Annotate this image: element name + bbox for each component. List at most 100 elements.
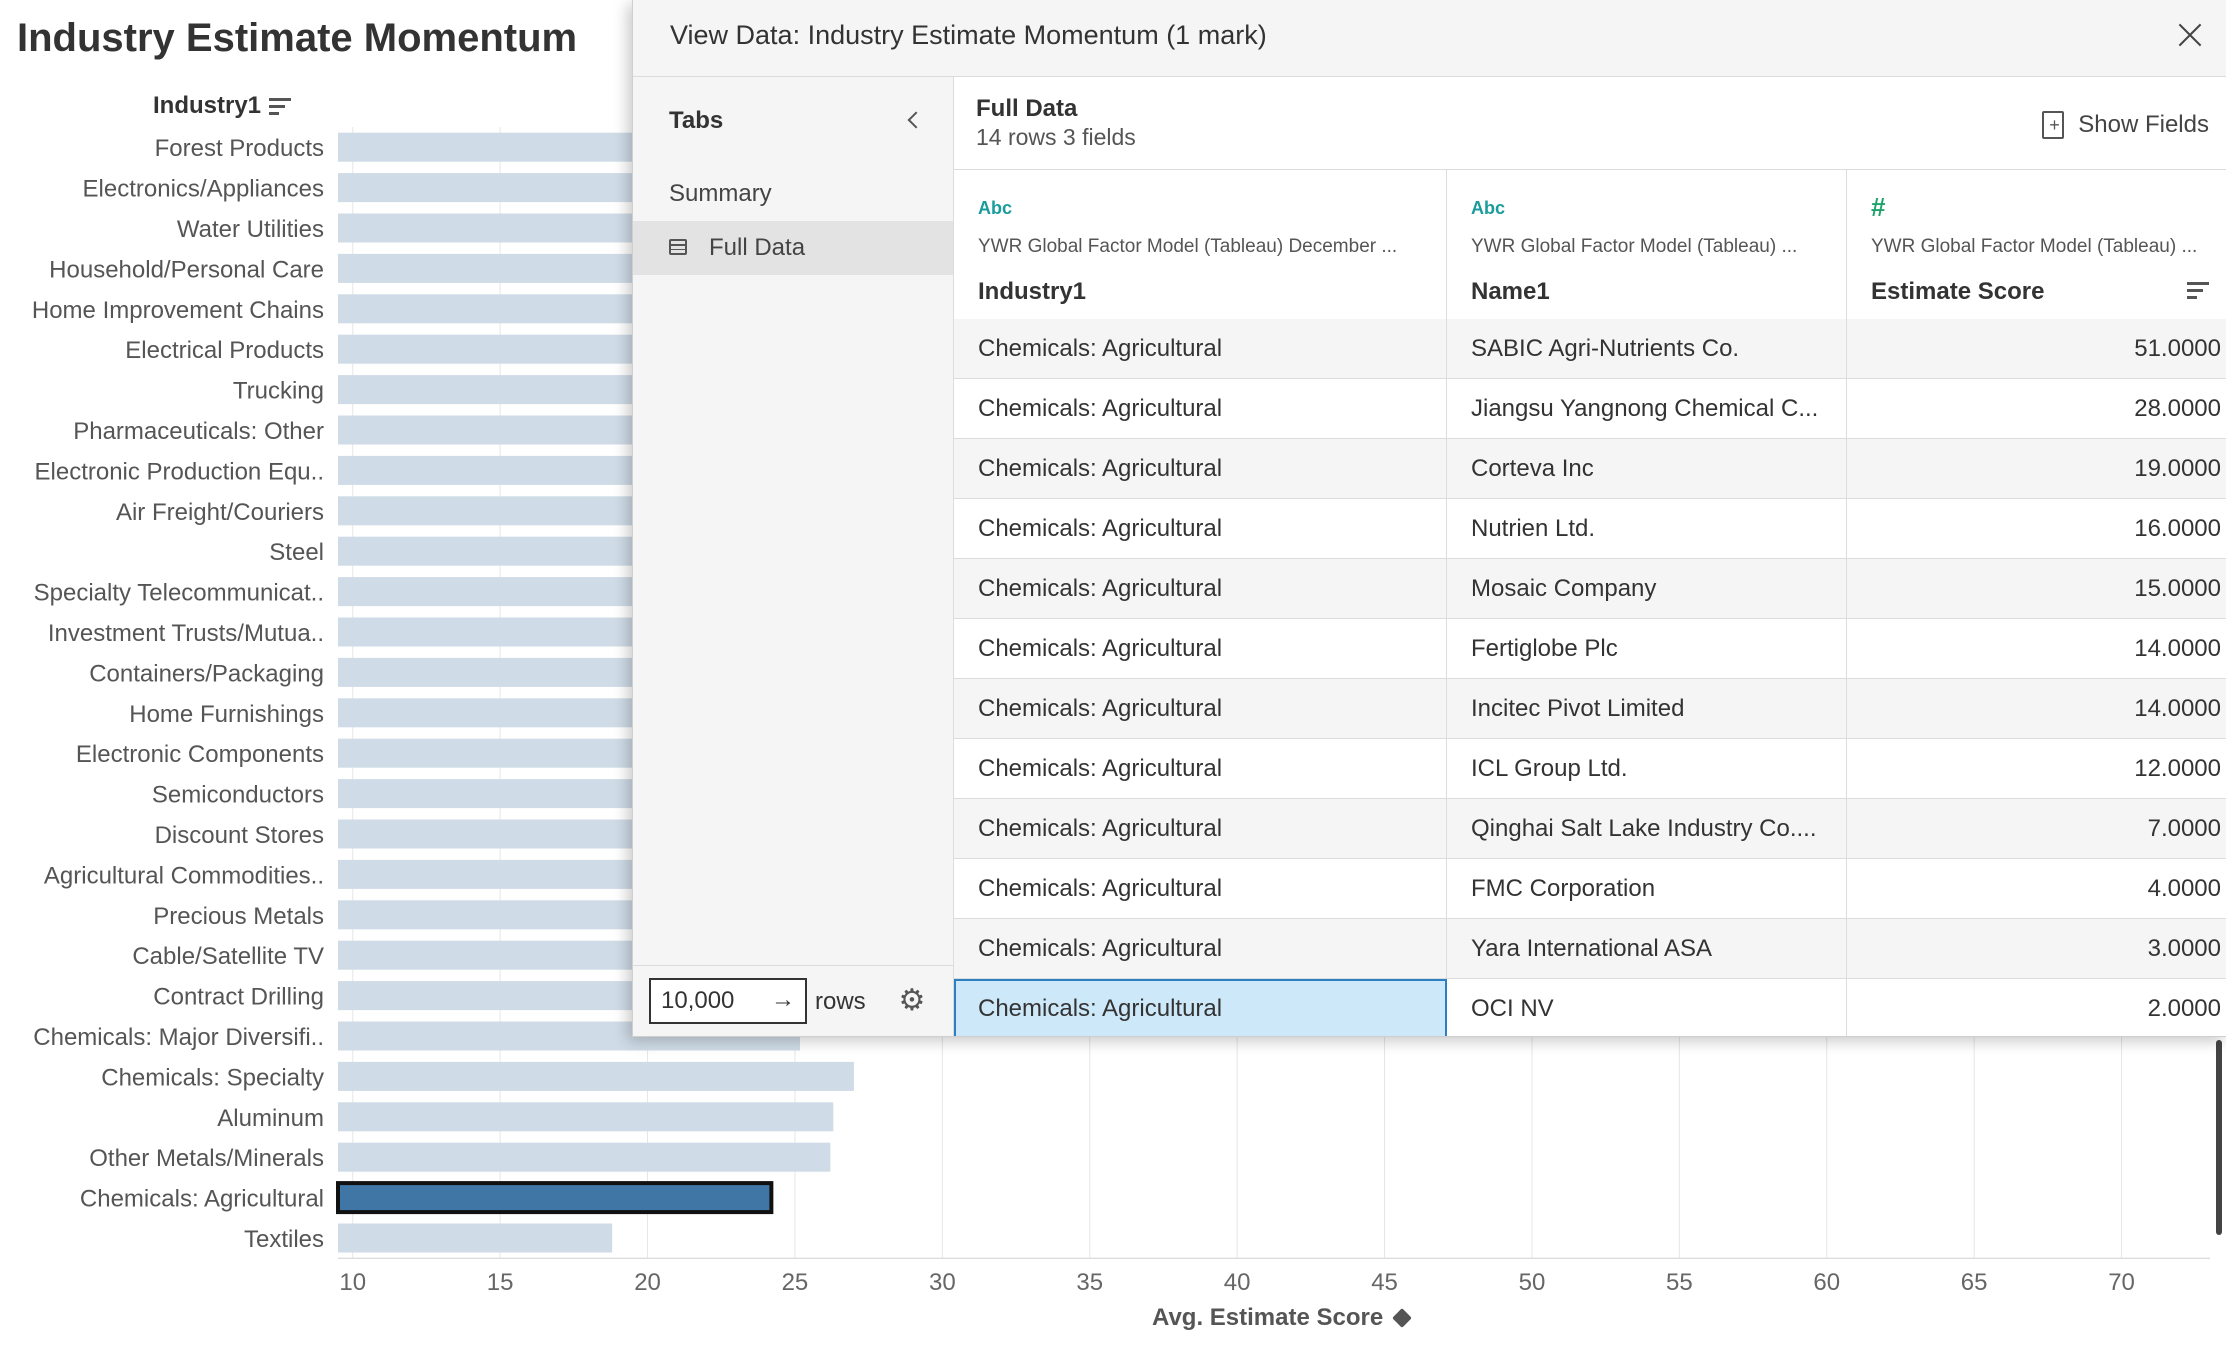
category-label[interactable]: Chemicals: Specialty [101, 1064, 324, 1091]
category-label[interactable]: Other Metals/Minerals [89, 1145, 324, 1172]
cell-estimate-score[interactable]: 15.0000 [2134, 575, 2221, 602]
bar[interactable] [338, 1142, 831, 1172]
table-row[interactable]: Chemicals: Agricultural Qinghai Salt Lake… [954, 799, 2226, 859]
gear-icon[interactable]: ⚙ [898, 984, 926, 1017]
category-label[interactable]: Pharmaceuticals: Other [73, 418, 324, 445]
cell-name[interactable]: FMC Corporation [1447, 859, 1847, 918]
category-label[interactable]: Semiconductors [152, 782, 324, 809]
category-label[interactable]: Home Furnishings [129, 701, 324, 728]
sort-icon[interactable] [269, 96, 292, 116]
cell-name[interactable]: Fertiglobe Plc [1447, 619, 1847, 678]
chart-scrollbar[interactable] [2216, 1040, 2222, 1235]
cell-name[interactable]: OCI NV [1447, 979, 1847, 1036]
table-row[interactable]: Chemicals: Agricultural OCI NV 2.0000 [954, 979, 2226, 1036]
cell-industry[interactable]: Chemicals: Agricultural [954, 919, 1447, 978]
cell-name[interactable]: Mosaic Company [1447, 559, 1847, 618]
cell-estimate-score[interactable]: 12.0000 [2134, 755, 2221, 782]
sort-icon[interactable] [2187, 280, 2209, 300]
cell-industry[interactable]: Chemicals: Agricultural [954, 859, 1447, 918]
category-label[interactable]: Water Utilities [177, 216, 324, 243]
cell-industry[interactable]: Chemicals: Agricultural [954, 439, 1447, 498]
category-label[interactable]: Forest Products [155, 135, 324, 162]
category-label[interactable]: Aluminum [217, 1105, 324, 1132]
column-header-name1[interactable]: Abc YWR Global Factor Model (Tableau) ..… [1447, 170, 1847, 335]
string-type-icon: Abc [1471, 198, 1506, 218]
cell-industry[interactable]: Chemicals: Agricultural [954, 379, 1447, 438]
category-label[interactable]: Investment Trusts/Mutua.. [48, 620, 324, 647]
cell-industry[interactable]: Chemicals: Agricultural [954, 739, 1447, 798]
apply-arrow-icon[interactable]: → [771, 986, 795, 1013]
show-fields-button[interactable]: Show Fields [2042, 111, 2209, 139]
column-header-estimate-score[interactable]: # YWR Global Factor Model (Tableau) ... … [1847, 170, 2226, 335]
category-label[interactable]: Electronics/Appliances [83, 176, 324, 203]
category-label[interactable]: Agricultural Commodities.. [44, 862, 324, 889]
category-label[interactable]: Steel [269, 539, 324, 566]
bar[interactable] [338, 1102, 834, 1132]
close-icon[interactable] [2173, 18, 2207, 52]
table-row[interactable]: Chemicals: Agricultural FMC Corporation 4.… [954, 859, 2226, 919]
cell-industry[interactable]: Chemicals: Agricultural [954, 799, 1447, 858]
column-header-industry1[interactable]: Abc YWR Global Factor Model (Tableau) De… [954, 170, 1447, 335]
category-label[interactable]: Discount Stores [155, 822, 324, 849]
cell-name[interactable]: ICL Group Ltd. [1447, 739, 1847, 798]
table-row[interactable]: Chemicals: Agricultural Jiangsu Yangnong … [954, 379, 2226, 439]
cell-industry[interactable]: Chemicals: Agricultural [954, 979, 1447, 1036]
cell-industry[interactable]: Chemicals: Agricultural [954, 679, 1447, 738]
category-label[interactable]: Contract Drilling [153, 984, 324, 1011]
category-label[interactable]: Electronic Production Equ.. [35, 458, 325, 485]
tab-summary[interactable]: Summary [633, 167, 953, 221]
pin-icon[interactable] [1392, 1308, 1413, 1328]
cell-name[interactable]: Jiangsu Yangnong Chemical C... [1447, 379, 1847, 438]
category-label[interactable]: Home Improvement Chains [32, 297, 324, 324]
data-subtitle: 14 rows 3 fields [976, 124, 1136, 150]
table-row[interactable]: Chemicals: Agricultural Mosaic Company 15.… [954, 559, 2226, 619]
cell-industry[interactable]: Chemicals: Agricultural [954, 319, 1447, 378]
cell-name[interactable]: Yara International ASA [1447, 919, 1847, 978]
category-label[interactable]: Specialty Telecommunicat.. [34, 580, 324, 607]
category-label[interactable]: Chemicals: Major Diversifi.. [33, 1024, 324, 1051]
bar[interactable] [336, 1181, 774, 1215]
collapse-chevron-icon[interactable] [901, 107, 927, 133]
tab-full-data[interactable]: Full Data [633, 221, 953, 275]
category-label[interactable]: Precious Metals [153, 903, 324, 930]
bar[interactable] [338, 1223, 613, 1253]
cell-estimate-score[interactable]: 3.0000 [2147, 935, 2221, 962]
cell-industry[interactable]: Chemicals: Agricultural [954, 499, 1447, 558]
cell-estimate-score[interactable]: 51.0000 [2134, 335, 2221, 362]
cell-name[interactable]: SABIC Agri-Nutrients Co. [1447, 319, 1847, 378]
table-row[interactable]: Chemicals: Agricultural Nutrien Ltd. 16.00… [954, 499, 2226, 559]
category-label[interactable]: Textiles [244, 1226, 324, 1253]
cell-name[interactable]: Corteva Inc [1447, 439, 1847, 498]
table-row[interactable]: Chemicals: Agricultural Corteva Inc 19.000… [954, 439, 2226, 499]
rows-limit-input[interactable] [661, 986, 761, 1016]
cell-estimate-score[interactable]: 14.0000 [2134, 635, 2221, 662]
category-label[interactable]: Chemicals: Agricultural [80, 1186, 324, 1213]
table-row[interactable]: Chemicals: Agricultural Incitec Pivot Lim… [954, 679, 2226, 739]
category-label[interactable]: Household/Personal Care [49, 256, 324, 283]
cell-estimate-score[interactable]: 19.0000 [2134, 455, 2221, 482]
cell-industry[interactable]: Chemicals: Agricultural [954, 619, 1447, 678]
category-label[interactable]: Electronic Components [76, 741, 324, 768]
cell-name[interactable]: Nutrien Ltd. [1447, 499, 1847, 558]
cell-estimate-score[interactable]: 4.0000 [2147, 875, 2221, 902]
cell-name[interactable]: Incitec Pivot Limited [1447, 679, 1847, 738]
cell-industry[interactable]: Chemicals: Agricultural [954, 559, 1447, 618]
category-label[interactable]: Cable/Satellite TV [132, 943, 324, 970]
table-row[interactable]: Chemicals: Agricultural Yara Internationa… [954, 919, 2226, 979]
category-label[interactable]: Trucking [233, 378, 324, 405]
cell-name[interactable]: Qinghai Salt Lake Industry Co.... [1447, 799, 1847, 858]
cell-estimate-score[interactable]: 7.0000 [2147, 815, 2221, 842]
cell-estimate-score[interactable]: 16.0000 [2134, 515, 2221, 542]
x-tick-label: 55 [1666, 1269, 1693, 1296]
table-row[interactable]: Chemicals: Agricultural ICL Group Ltd. 12.… [954, 739, 2226, 799]
cell-estimate-score[interactable]: 14.0000 [2134, 695, 2221, 722]
category-label[interactable]: Containers/Packaging [89, 660, 324, 687]
bar[interactable] [338, 1061, 854, 1091]
table-row[interactable]: Chemicals: Agricultural SABIC Agri-Nutrie… [954, 319, 2226, 379]
table-row[interactable]: Chemicals: Agricultural Fertiglobe Plc 14.… [954, 619, 2226, 679]
cell-estimate-score[interactable]: 28.0000 [2134, 395, 2221, 422]
category-label[interactable]: Electrical Products [125, 337, 324, 364]
category-label[interactable]: Air Freight/Couriers [116, 499, 324, 526]
row-header-industry1[interactable]: Industry1 [153, 92, 292, 120]
cell-estimate-score[interactable]: 2.0000 [2147, 995, 2221, 1022]
